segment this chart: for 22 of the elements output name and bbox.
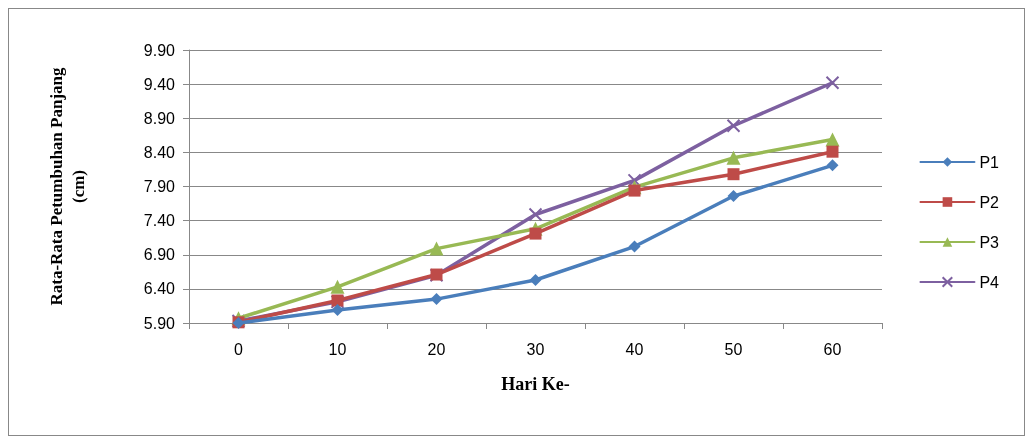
x-tick-label: 40 <box>625 340 644 358</box>
x-tick-label: 0 <box>234 340 244 358</box>
y-tick-label: 7.90 <box>143 178 176 195</box>
y-tick-label: 6.40 <box>143 280 176 298</box>
y-tick-label: 7.40 <box>143 212 176 230</box>
x-axis-title: Hari Ke- <box>501 374 570 394</box>
y-tick-label: 8.40 <box>143 143 176 161</box>
legend-label: P4 <box>979 273 1000 291</box>
legend-label: P3 <box>979 233 1000 251</box>
y-tick-label: 9.40 <box>143 75 176 93</box>
y-tick-label: 5.90 <box>143 314 176 332</box>
x-tick-label: 60 <box>823 340 842 358</box>
y-tick-label: 6.90 <box>143 246 176 264</box>
y-tick-label: 9.90 <box>143 41 176 59</box>
legend-label: P2 <box>979 193 1000 211</box>
x-tick-label: 20 <box>427 340 446 358</box>
y-axis-title: Rata-Rata Petumbuhan Panjang (cm) <box>46 67 88 306</box>
x-tick-label: 10 <box>328 340 347 358</box>
x-tick-label: 30 <box>526 340 545 358</box>
x-tick-label: 50 <box>724 340 743 358</box>
legend-label: P1 <box>979 153 1000 171</box>
y-tick-label: 8.90 <box>143 109 176 127</box>
